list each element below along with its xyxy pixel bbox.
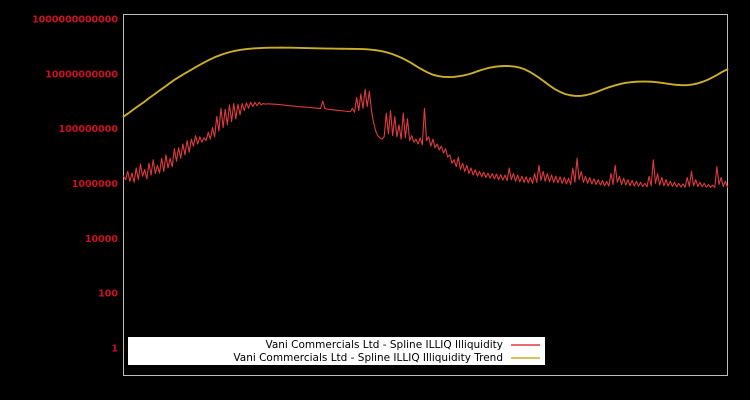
series-lines [122,46,729,189]
series-line-trend [122,46,729,118]
y-axis-tick-label: 1000000000000 [32,15,118,26]
y-axis-tick-label: 100000000 [59,124,119,135]
y-axis-tick-label: 1000000 [72,179,119,190]
y-axis-tick-label: 10000000000 [45,69,118,80]
legend-entry-label: Vani Commercials Ltd - Spline ILLIQ Illi… [265,339,503,351]
y-axis-tick-label: 1 [111,344,118,355]
series-line-illiquidity [122,88,729,189]
legend-background [128,337,545,365]
plot-area-frame [123,14,728,376]
legend-entry-label: Vani Commercials Ltd - Spline ILLIQ Illi… [233,352,503,364]
chart-legend[interactable]: Vani Commercials Ltd - Spline ILLIQ Illi… [128,337,545,365]
y-axis-tick-label: 100 [98,289,118,300]
y-axis-tick-labels: 1000000000000 10000000000 100000000 1000000… [32,15,118,355]
y-axis-tick-label: 10000 [85,234,118,245]
